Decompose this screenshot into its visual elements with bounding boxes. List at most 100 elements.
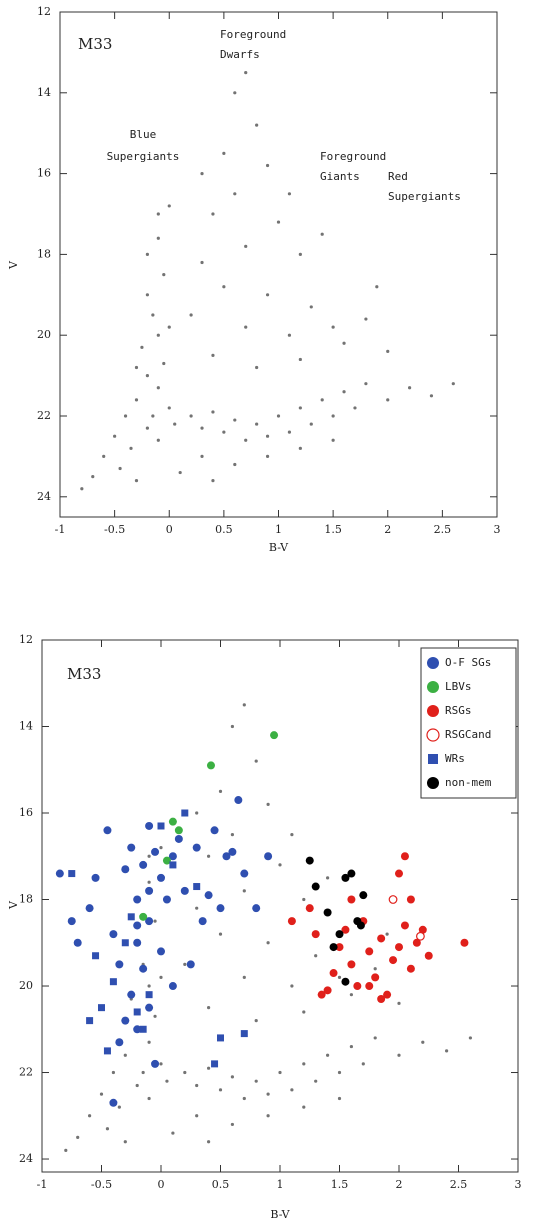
x-tick-label: -1 [55, 523, 66, 536]
point [162, 856, 171, 865]
field-star [200, 172, 204, 176]
legend-label: O-F SGs [445, 656, 491, 669]
field-star [342, 341, 346, 345]
field-star [91, 475, 95, 479]
field-star [99, 1092, 104, 1096]
legend-box [420, 647, 517, 799]
field-star [195, 1083, 199, 1088]
point [234, 796, 243, 805]
point [341, 873, 350, 882]
field-star [429, 394, 434, 398]
field-star [468, 1036, 472, 1040]
field-star [451, 382, 455, 386]
x-tick-label: 0 [166, 523, 173, 536]
legend-label: RSGCand [445, 728, 491, 741]
field-star [64, 1148, 68, 1152]
field-star [189, 414, 193, 418]
field-star [134, 479, 139, 483]
point [216, 904, 225, 913]
point [383, 990, 392, 999]
x-axis-label: B-V [270, 1208, 290, 1221]
field-star [147, 880, 151, 884]
point [365, 947, 374, 956]
y-tick-label: 14 [37, 86, 51, 99]
field-star [111, 1070, 115, 1075]
field-star [183, 962, 187, 966]
field-star [159, 846, 163, 850]
point [168, 982, 177, 991]
field-star [76, 1135, 80, 1139]
field-star [211, 212, 215, 216]
x-tick-label: 2 [396, 1178, 403, 1191]
point [133, 921, 142, 930]
field-star [195, 811, 199, 815]
panel-label: M33 [78, 35, 112, 53]
field-star [218, 932, 223, 936]
field-star [242, 703, 246, 707]
field-star [242, 1096, 246, 1101]
field-star [302, 1062, 306, 1066]
y-tick-label: 12 [37, 5, 51, 18]
field-star [211, 410, 215, 414]
y-tick-label: 14 [19, 720, 33, 733]
point [217, 1034, 224, 1042]
y-tick-label: 18 [19, 893, 33, 906]
point [305, 856, 314, 865]
field-star [278, 1070, 282, 1075]
field-star [123, 414, 128, 418]
field-star [337, 1096, 342, 1101]
point [329, 969, 338, 978]
point [168, 852, 177, 861]
field-star [207, 1140, 211, 1144]
point [198, 917, 207, 926]
point [169, 861, 177, 869]
x-tick-label: 3 [494, 523, 501, 536]
legend-marker [427, 705, 439, 717]
field-star [156, 333, 160, 337]
annotation: Dwarfs [220, 48, 260, 61]
point [341, 925, 350, 934]
point [157, 947, 165, 956]
field-star [375, 285, 379, 289]
field-star [265, 163, 270, 168]
field-star [222, 285, 226, 289]
field-star [298, 406, 302, 410]
field-star [242, 975, 246, 979]
field-star [88, 1114, 92, 1118]
field-star [230, 833, 234, 837]
field-star [290, 1088, 294, 1092]
point [157, 873, 165, 882]
point [317, 990, 326, 999]
point [181, 809, 189, 817]
point [133, 1008, 141, 1016]
point [252, 904, 261, 913]
field-star [287, 192, 292, 196]
field-star [147, 984, 151, 988]
point [424, 951, 433, 960]
field-star [314, 1079, 318, 1083]
point [371, 973, 380, 982]
annotation: Blue [130, 128, 157, 141]
point [353, 982, 362, 991]
y-tick-label: 16 [19, 806, 33, 819]
field-star [255, 422, 259, 426]
field-star [265, 434, 270, 438]
point [388, 895, 398, 904]
point [180, 886, 189, 895]
point [270, 731, 279, 740]
field-star [153, 919, 157, 923]
field-star [320, 232, 324, 236]
field-star [302, 1105, 306, 1109]
field-star [320, 398, 324, 402]
field-star [147, 1096, 151, 1101]
plot-points [55, 703, 472, 1152]
field-star [233, 192, 237, 196]
point [133, 938, 142, 947]
x-tick-label: -1 [37, 1178, 48, 1191]
field-star [385, 932, 389, 936]
point [347, 960, 356, 969]
field-star [151, 313, 155, 317]
point [416, 931, 425, 941]
x-tick-label: 0.5 [215, 523, 233, 536]
